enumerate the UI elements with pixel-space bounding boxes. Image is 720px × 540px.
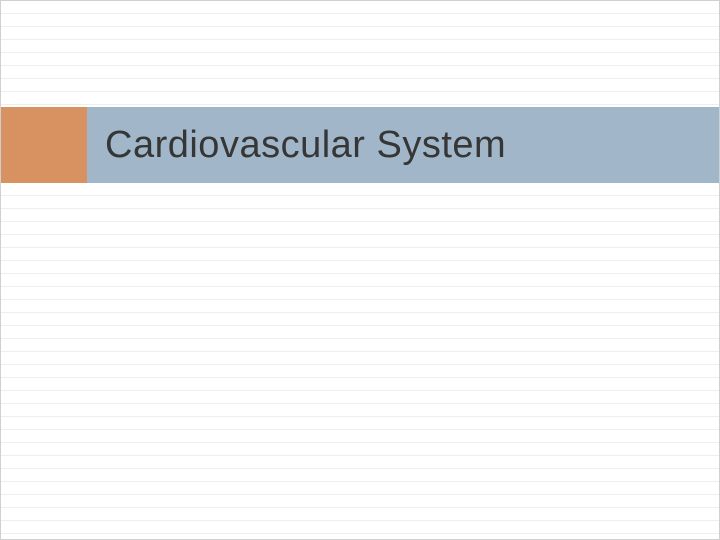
- slide-container: Cardiovascular System: [0, 0, 720, 540]
- slide-title: Cardiovascular System: [105, 124, 506, 167]
- ruled-lines-background: [1, 1, 719, 539]
- title-area: Cardiovascular System: [87, 107, 719, 183]
- accent-block: [1, 107, 87, 183]
- title-band: Cardiovascular System: [1, 107, 719, 183]
